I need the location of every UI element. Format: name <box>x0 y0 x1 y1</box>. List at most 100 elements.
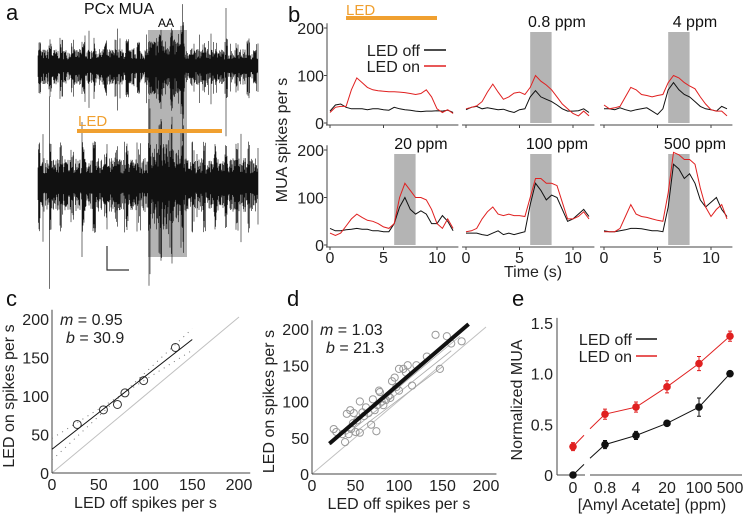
x-tick-label: 5 <box>653 250 662 267</box>
trace-subplot: 100 ppm 0 5 10 <box>462 136 595 267</box>
odor-window <box>530 32 552 123</box>
data-point <box>435 364 444 373</box>
y-tick-label: 100 <box>297 69 324 86</box>
x-axis-label: [Amyl Acetate] (ppm) <box>578 497 727 514</box>
data-point <box>374 386 384 395</box>
data-point <box>379 401 388 410</box>
trace-led-off <box>466 182 590 237</box>
data-point <box>340 438 350 447</box>
data-point-off <box>726 369 734 378</box>
slope-value: = 1.03 <box>333 322 382 339</box>
data-point <box>375 387 384 397</box>
y-tick-label: 0.5 <box>531 417 553 434</box>
y-tick-label: 200 <box>297 21 324 38</box>
scale-bar <box>106 246 129 271</box>
subplot-title: 20 ppm <box>394 136 447 153</box>
trace-subplot: 500 ppm 0 5 10 <box>600 136 733 267</box>
x-tick-label: 0.8 <box>594 480 616 497</box>
data-point <box>368 395 377 404</box>
x-axis-label: Time (s) <box>504 264 562 281</box>
y-tick-label: 150 <box>22 351 49 368</box>
trace-led-on <box>329 182 454 237</box>
subplot-title: 100 ppm <box>526 136 588 153</box>
data-point <box>372 427 381 436</box>
trace-led-on <box>465 74 590 117</box>
x-axis-label: LED off spikes per s <box>74 495 217 512</box>
slope-label: m = 0.95 <box>60 312 123 329</box>
x-tick-label: 500 <box>717 480 744 497</box>
unity-line <box>51 316 240 474</box>
data-point <box>431 330 440 339</box>
data-point <box>170 342 180 352</box>
legend-off-label: LED off <box>367 43 421 60</box>
regression-line <box>328 322 470 446</box>
slope-symbol: m <box>320 322 333 339</box>
odor-window <box>668 154 690 245</box>
data-point <box>394 386 404 395</box>
trace-subplot: 4 ppm <box>600 14 733 128</box>
x-tick-label: 200 <box>473 478 500 495</box>
y-tick-label: 100 <box>297 191 324 208</box>
y-tick-label: 0 <box>300 467 309 484</box>
regression-line <box>51 339 193 450</box>
panel-label-d: d <box>287 286 299 311</box>
slope-label: m = 1.03 <box>320 322 383 339</box>
intercept-symbol: b <box>326 340 335 357</box>
x-tick-label: 5 <box>515 250 524 267</box>
x-tick-label: 50 <box>90 477 108 494</box>
x-axis-label: LED off spikes per s <box>328 496 471 513</box>
data-point-on <box>695 359 703 368</box>
y-tick-label: 1.5 <box>531 316 553 333</box>
data-point <box>120 388 130 398</box>
data-point <box>351 427 360 437</box>
trace-led-off <box>465 89 590 114</box>
odor-window <box>394 154 416 245</box>
data-point-on <box>569 442 577 451</box>
data-point <box>98 405 108 415</box>
x-tick-label: 10 <box>702 250 720 267</box>
data-point <box>329 424 338 434</box>
intercept-label: b = 30.9 <box>66 330 124 347</box>
data-point <box>403 361 412 370</box>
trace-led-on <box>329 77 454 114</box>
data-point <box>386 393 395 402</box>
mua-trace-led-off <box>37 4 259 142</box>
panel-c: c 0 50 100 150 200 0 50 100 150 200 m = 0.95b = 30… <box>1 286 252 512</box>
x-tick-label: 0 <box>569 480 578 497</box>
y-tick-label: 50 <box>291 431 309 448</box>
x-tick-label: 0 <box>462 250 471 267</box>
trace-led-on <box>603 74 728 117</box>
y-axis-label: Normalized MUA <box>509 339 526 460</box>
data-point-off <box>695 403 703 411</box>
data-point <box>112 399 122 409</box>
slope-symbol: m <box>60 312 73 329</box>
trace-subplot: 0.8 ppm <box>462 14 595 128</box>
y-tick-label: 0 <box>40 466 49 483</box>
x-tick-label: 100 <box>386 478 413 495</box>
x-tick-label: 0 <box>48 477 57 494</box>
x-tick-label: 0 <box>600 250 609 267</box>
mua-title: PCx MUA <box>84 1 155 18</box>
trace-led-on <box>604 151 728 233</box>
y-tick-label: 150 <box>282 358 309 375</box>
legend-on-label: LED on <box>367 59 420 76</box>
data-point <box>367 420 376 429</box>
x-tick-label: 4 <box>632 480 641 497</box>
unity-line <box>311 326 487 475</box>
data-point <box>355 397 364 406</box>
odor-label: AA <box>158 16 174 30</box>
trace-led-off <box>329 196 454 233</box>
odor-window <box>530 154 552 245</box>
mua-waveform <box>37 96 259 289</box>
legend-on-label: LED on <box>579 349 632 366</box>
data-point <box>390 373 399 382</box>
data-point <box>355 428 364 437</box>
y-tick-label: 200 <box>297 143 324 160</box>
data-point <box>348 419 357 428</box>
data-point-off <box>632 431 640 440</box>
data-point <box>442 332 451 341</box>
y-tick-label: 50 <box>31 428 49 445</box>
